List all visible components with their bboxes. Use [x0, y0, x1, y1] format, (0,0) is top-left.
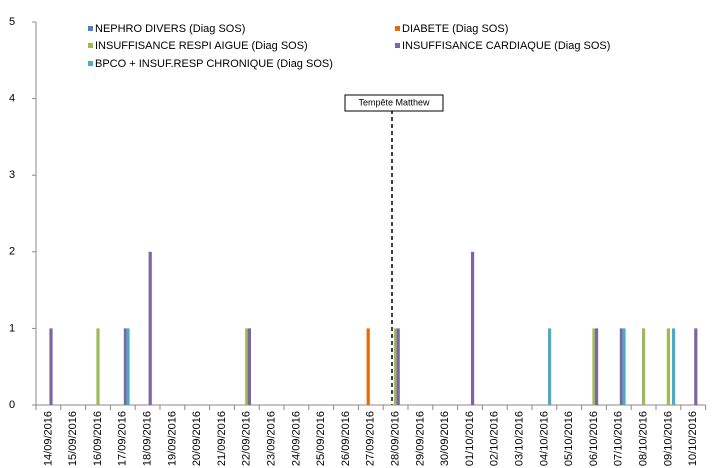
legend-swatch	[88, 61, 93, 66]
bar	[666, 328, 670, 405]
legend-label: BPCO + INSUF.RESP CHRONIQUE (Diag SOS)	[95, 58, 333, 70]
x-tick-label: 06/10/2016	[588, 411, 600, 466]
y-tick-label: 5	[9, 16, 15, 28]
legend-swatch	[88, 43, 93, 48]
bar	[396, 328, 400, 405]
x-tick-label: 03/10/2016	[514, 411, 526, 466]
bar	[366, 328, 370, 405]
bar	[394, 328, 398, 405]
legend-label: INSUFFISANCE CARDIAQUE (Diag SOS)	[402, 40, 610, 52]
bar	[245, 328, 249, 405]
x-tick-label: 15/09/2016	[67, 411, 79, 466]
annotation-box	[344, 94, 444, 112]
x-tick-label: 18/09/2016	[142, 411, 154, 466]
x-tick-label: 24/09/2016	[290, 411, 302, 466]
x-tick-label: 16/09/2016	[92, 411, 104, 466]
bar	[148, 251, 152, 405]
x-tick-label: 04/10/2016	[538, 411, 550, 466]
x-tick-label: 19/09/2016	[166, 411, 178, 466]
x-tick-label: 26/09/2016	[340, 411, 352, 466]
bar	[471, 251, 475, 405]
y-tick-label: 3	[9, 169, 15, 181]
legend-label: INSUFFISANCE RESPI AIGUE (Diag SOS)	[95, 40, 308, 52]
x-tick-label: 05/10/2016	[563, 411, 575, 466]
legend-label: DIABETE (Diag SOS)	[402, 23, 508, 35]
bar	[548, 328, 552, 405]
bar	[96, 328, 100, 405]
x-tick-label: 21/09/2016	[216, 411, 228, 466]
y-tick-label: 2	[9, 246, 15, 258]
bar	[592, 328, 596, 405]
x-tick-label: 07/10/2016	[613, 411, 625, 466]
x-tick-label: 17/09/2016	[117, 411, 129, 466]
bar	[247, 328, 251, 405]
x-tick-label: 02/10/2016	[489, 411, 501, 466]
x-tick-label: 14/09/2016	[42, 411, 54, 466]
bar	[123, 328, 127, 405]
bar	[126, 328, 130, 405]
x-tick-label: 23/09/2016	[266, 411, 278, 466]
bar	[619, 328, 623, 405]
bar	[49, 328, 53, 405]
y-tick-label: 1	[9, 322, 15, 334]
x-tick-label: 09/10/2016	[662, 411, 674, 466]
legend-swatch	[88, 26, 93, 31]
x-tick-label: 10/10/2016	[687, 411, 699, 466]
x-tick-label: 29/09/2016	[414, 411, 426, 466]
legend-swatch	[395, 43, 400, 48]
x-tick-label: 27/09/2016	[365, 411, 377, 466]
x-tick-label: 22/09/2016	[241, 411, 253, 466]
annotation: Tempête Matthew	[358, 97, 430, 107]
legend-swatch	[395, 26, 400, 31]
x-tick-label: 20/09/2016	[191, 411, 203, 466]
x-tick-label: 01/10/2016	[464, 411, 476, 466]
bar	[694, 328, 698, 405]
x-tick-label: 30/09/2016	[439, 411, 451, 466]
bar	[595, 328, 599, 405]
y-tick-label: 0	[9, 399, 15, 411]
bar	[622, 328, 626, 405]
bar	[642, 328, 646, 405]
x-tick-label: 28/09/2016	[390, 411, 402, 466]
bar	[672, 328, 676, 405]
x-tick-label: 08/10/2016	[638, 411, 650, 466]
legend-label: NEPHRO DIVERS (Diag SOS)	[95, 23, 245, 35]
x-tick-label: 25/09/2016	[315, 411, 327, 466]
y-tick-label: 4	[9, 93, 15, 105]
